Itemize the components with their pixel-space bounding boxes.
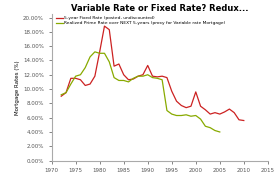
Realized Prime Rate over NEXT 5-years (proxy for Variable rate Mortgage) (170, 113, 174, 115)
Realized Prime Rate over NEXT 5-years (proxy for Variable rate Mortgage) (112, 77, 116, 79)
Realized Prime Rate over NEXT 5-years (proxy for Variable rate Mortgage) (151, 77, 154, 79)
5-year Fixed Rate (posted, undiscounted) (175, 100, 178, 102)
Legend: 5-year Fixed Rate (posted, undiscounted), Realized Prime Rate over NEXT 5-years : 5-year Fixed Rate (posted, undiscounted)… (56, 16, 226, 25)
5-year Fixed Rate (posted, undiscounted) (208, 113, 212, 115)
Realized Prime Rate over NEXT 5-years (proxy for Variable rate Mortgage) (189, 115, 193, 117)
Realized Prime Rate over NEXT 5-years (proxy for Variable rate Mortgage) (132, 77, 135, 79)
Y-axis label: Mortgage Rates (%): Mortgage Rates (%) (15, 60, 20, 115)
Title: Variable Rate or Fixed Rate? Redux...: Variable Rate or Fixed Rate? Redux... (71, 4, 249, 13)
Realized Prime Rate over NEXT 5-years (proxy for Variable rate Mortgage) (64, 92, 68, 94)
5-year Fixed Rate (posted, undiscounted) (117, 63, 121, 65)
5-year Fixed Rate (posted, undiscounted) (132, 78, 135, 80)
Realized Prime Rate over NEXT 5-years (proxy for Variable rate Mortgage) (141, 75, 145, 77)
5-year Fixed Rate (posted, undiscounted) (218, 113, 222, 115)
Realized Prime Rate over NEXT 5-years (proxy for Variable rate Mortgage) (156, 77, 159, 79)
Realized Prime Rate over NEXT 5-years (proxy for Variable rate Mortgage) (136, 75, 140, 77)
Realized Prime Rate over NEXT 5-years (proxy for Variable rate Mortgage) (88, 56, 92, 58)
5-year Fixed Rate (posted, undiscounted) (242, 119, 246, 122)
Realized Prime Rate over NEXT 5-years (proxy for Variable rate Mortgage) (79, 74, 82, 76)
5-year Fixed Rate (posted, undiscounted) (189, 105, 193, 107)
5-year Fixed Rate (posted, undiscounted) (108, 29, 111, 31)
Realized Prime Rate over NEXT 5-years (proxy for Variable rate Mortgage) (146, 74, 149, 76)
Realized Prime Rate over NEXT 5-years (proxy for Variable rate Mortgage) (117, 79, 121, 82)
5-year Fixed Rate (posted, undiscounted) (98, 51, 101, 53)
5-year Fixed Rate (posted, undiscounted) (64, 92, 68, 94)
5-year Fixed Rate (posted, undiscounted) (160, 75, 164, 77)
5-year Fixed Rate (posted, undiscounted) (184, 107, 188, 109)
5-year Fixed Rate (posted, undiscounted) (165, 77, 169, 79)
5-year Fixed Rate (posted, undiscounted) (103, 25, 106, 27)
5-year Fixed Rate (posted, undiscounted) (69, 77, 73, 79)
5-year Fixed Rate (posted, undiscounted) (84, 84, 87, 87)
Realized Prime Rate over NEXT 5-years (proxy for Variable rate Mortgage) (194, 114, 198, 117)
5-year Fixed Rate (posted, undiscounted) (228, 108, 231, 110)
5-year Fixed Rate (posted, undiscounted) (112, 65, 116, 67)
5-year Fixed Rate (posted, undiscounted) (74, 77, 77, 79)
5-year Fixed Rate (posted, undiscounted) (151, 75, 154, 77)
5-year Fixed Rate (posted, undiscounted) (136, 75, 140, 77)
5-year Fixed Rate (posted, undiscounted) (199, 105, 202, 107)
Realized Prime Rate over NEXT 5-years (proxy for Variable rate Mortgage) (122, 79, 125, 82)
5-year Fixed Rate (posted, undiscounted) (88, 83, 92, 85)
Realized Prime Rate over NEXT 5-years (proxy for Variable rate Mortgage) (103, 52, 106, 54)
Line: 5-year Fixed Rate (posted, undiscounted): 5-year Fixed Rate (posted, undiscounted) (61, 26, 244, 121)
5-year Fixed Rate (posted, undiscounted) (180, 104, 183, 107)
Realized Prime Rate over NEXT 5-years (proxy for Variable rate Mortgage) (93, 51, 97, 53)
Realized Prime Rate over NEXT 5-years (proxy for Variable rate Mortgage) (127, 81, 130, 83)
Realized Prime Rate over NEXT 5-years (proxy for Variable rate Mortgage) (218, 131, 222, 133)
5-year Fixed Rate (posted, undiscounted) (93, 75, 97, 77)
5-year Fixed Rate (posted, undiscounted) (122, 74, 125, 76)
Realized Prime Rate over NEXT 5-years (proxy for Variable rate Mortgage) (59, 94, 63, 96)
5-year Fixed Rate (posted, undiscounted) (170, 90, 174, 92)
5-year Fixed Rate (posted, undiscounted) (127, 79, 130, 81)
Realized Prime Rate over NEXT 5-years (proxy for Variable rate Mortgage) (204, 125, 207, 127)
Realized Prime Rate over NEXT 5-years (proxy for Variable rate Mortgage) (165, 110, 169, 112)
5-year Fixed Rate (posted, undiscounted) (156, 76, 159, 78)
Realized Prime Rate over NEXT 5-years (proxy for Variable rate Mortgage) (160, 79, 164, 81)
Realized Prime Rate over NEXT 5-years (proxy for Variable rate Mortgage) (74, 75, 77, 77)
5-year Fixed Rate (posted, undiscounted) (223, 111, 226, 113)
5-year Fixed Rate (posted, undiscounted) (213, 111, 217, 114)
5-year Fixed Rate (posted, undiscounted) (59, 95, 63, 97)
Realized Prime Rate over NEXT 5-years (proxy for Variable rate Mortgage) (175, 114, 178, 117)
Realized Prime Rate over NEXT 5-years (proxy for Variable rate Mortgage) (180, 114, 183, 117)
Realized Prime Rate over NEXT 5-years (proxy for Variable rate Mortgage) (69, 83, 73, 85)
Line: Realized Prime Rate over NEXT 5-years (proxy for Variable rate Mortgage): Realized Prime Rate over NEXT 5-years (p… (61, 52, 220, 132)
5-year Fixed Rate (posted, undiscounted) (194, 91, 198, 93)
5-year Fixed Rate (posted, undiscounted) (141, 74, 145, 76)
Realized Prime Rate over NEXT 5-years (proxy for Variable rate Mortgage) (184, 114, 188, 116)
Realized Prime Rate over NEXT 5-years (proxy for Variable rate Mortgage) (108, 61, 111, 63)
Realized Prime Rate over NEXT 5-years (proxy for Variable rate Mortgage) (84, 66, 87, 69)
Realized Prime Rate over NEXT 5-years (proxy for Variable rate Mortgage) (213, 129, 217, 132)
5-year Fixed Rate (posted, undiscounted) (204, 109, 207, 111)
5-year Fixed Rate (posted, undiscounted) (237, 119, 241, 121)
5-year Fixed Rate (posted, undiscounted) (232, 111, 236, 114)
5-year Fixed Rate (posted, undiscounted) (146, 64, 149, 67)
Realized Prime Rate over NEXT 5-years (proxy for Variable rate Mortgage) (199, 118, 202, 120)
5-year Fixed Rate (posted, undiscounted) (79, 79, 82, 81)
Realized Prime Rate over NEXT 5-years (proxy for Variable rate Mortgage) (208, 127, 212, 129)
Realized Prime Rate over NEXT 5-years (proxy for Variable rate Mortgage) (98, 52, 101, 54)
